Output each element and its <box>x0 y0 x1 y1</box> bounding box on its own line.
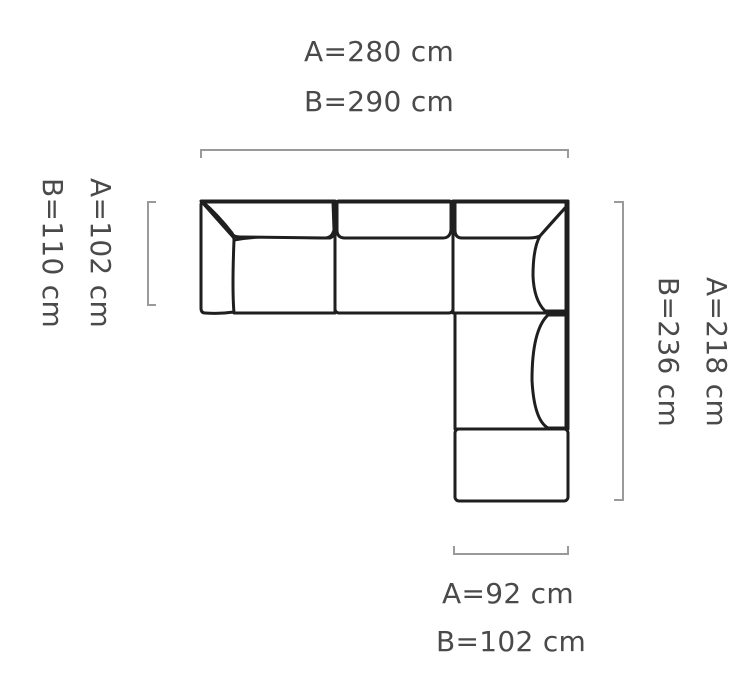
corner-side-cushion <box>531 205 568 313</box>
chaise-lower-module <box>453 427 570 503</box>
bottom-width-b-label: B=102 cm <box>436 625 587 658</box>
left-dimension-bracket <box>147 201 156 306</box>
bottom-dimension-bracket <box>453 546 569 555</box>
top-dimension-bracket <box>200 149 569 158</box>
right-dimension-bracket <box>614 201 624 501</box>
top-width-b-label: B=290 cm <box>304 85 455 118</box>
left-back-cushion <box>201 200 336 240</box>
bottom-width-a-label: A=92 cm <box>442 577 574 610</box>
corner-sofa-outline <box>199 199 570 503</box>
middle-back-cushion <box>335 200 453 240</box>
chaise-back-cushion <box>530 313 568 430</box>
top-width-a-label: A=280 cm <box>304 35 455 68</box>
